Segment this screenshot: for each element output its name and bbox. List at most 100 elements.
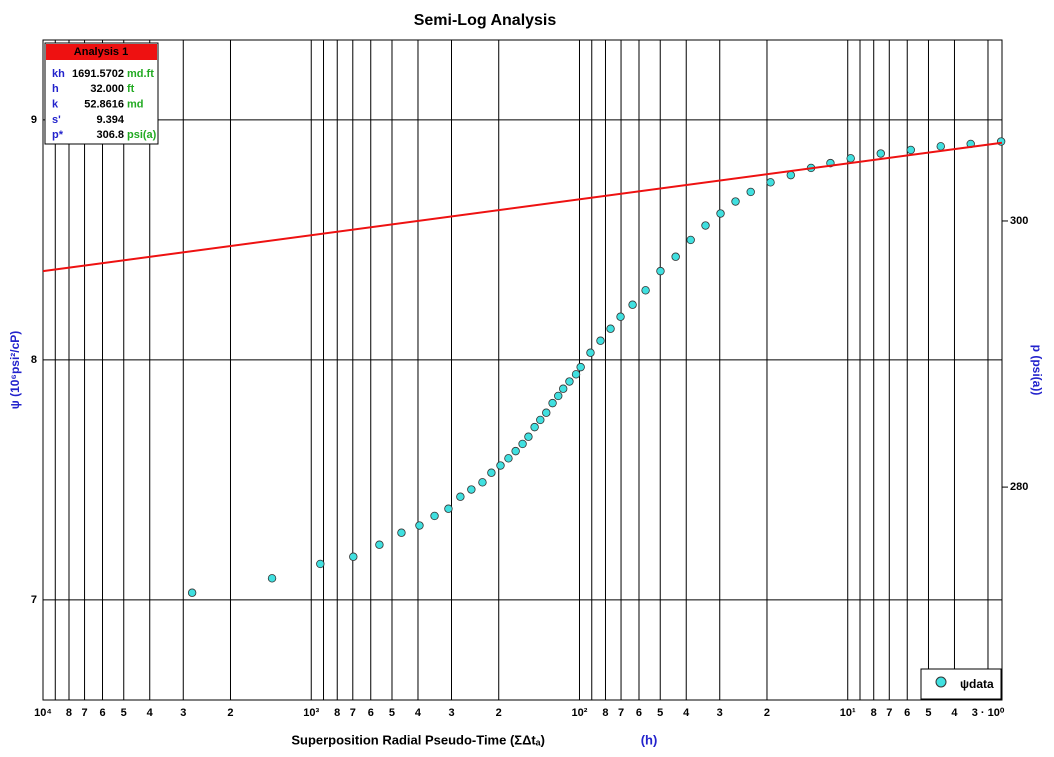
data-point [628, 300, 637, 309]
y-axis-title: ψ (10⁶psi²/cP) [8, 331, 22, 410]
data-point [456, 492, 465, 501]
y-tick-label: 7 [31, 594, 37, 606]
x-axis-unit: (h) [641, 732, 658, 747]
data-point [906, 145, 915, 155]
plot-frame [42, 39, 1003, 701]
legend-frame [920, 668, 1002, 700]
y-tick-label: 9 [31, 114, 37, 126]
x-tick-label: 8 [871, 707, 877, 719]
data-point [846, 154, 855, 163]
x-tick-label: 2 [496, 707, 502, 719]
x-tick-label: 8 [334, 707, 340, 719]
x-tick-label: 4 [951, 707, 958, 719]
data-point [586, 348, 595, 357]
param-unit: psi(a) [127, 129, 157, 141]
param-value: 32.000 [90, 83, 124, 95]
data-point [876, 149, 885, 158]
x-tick-label: 3 [717, 707, 723, 719]
y2-tick-label: 280 [1010, 481, 1028, 493]
data-point [548, 398, 557, 408]
x-tick-label: 3 [180, 707, 186, 719]
param-value: 1691.5702 [72, 68, 124, 80]
data-point [746, 187, 755, 197]
data-point [518, 439, 527, 449]
x-tick-label: 5 [657, 707, 663, 719]
param-unit: ft [127, 83, 135, 95]
data-point [936, 142, 945, 151]
data-point [554, 391, 563, 401]
data-point [511, 446, 520, 456]
x-tick-label: 5 [389, 707, 395, 719]
param-name: p* [52, 129, 64, 141]
data-point [267, 574, 277, 583]
x-tick-label: 3 · 10⁰ [972, 707, 1005, 719]
param-name: s' [52, 114, 61, 126]
data-point [641, 286, 650, 295]
y-tick-label: 8 [31, 354, 37, 366]
data-point [701, 221, 710, 230]
param-value: 306.8 [96, 129, 124, 141]
x-tick-label: 7 [886, 707, 892, 719]
x-tick-label: 3 [448, 707, 454, 719]
data-point [496, 461, 505, 470]
x-axis-title: Superposition Radial Pseudo-Time (ΣΔtₐ) [291, 732, 545, 747]
data-point [542, 408, 551, 417]
x-tick-label: 7 [350, 707, 356, 719]
data-point [430, 511, 439, 521]
data-point [536, 415, 545, 425]
data-point [576, 362, 585, 372]
data-point [504, 454, 513, 463]
x-tick-label: 7 [81, 707, 87, 719]
data-point [656, 266, 665, 276]
param-value: 9.394 [96, 114, 124, 126]
legend: ψdata [920, 668, 1002, 700]
legend-label: ψdata [960, 677, 994, 691]
x-tick-label: 4 [683, 707, 690, 719]
data-point [716, 209, 725, 218]
param-name: kh [52, 68, 65, 80]
data-point [375, 540, 384, 549]
param-unit: md.ft [127, 68, 154, 80]
param-value: 52.8616 [84, 99, 124, 111]
x-tick-label: 5 [925, 707, 931, 719]
data-point [524, 432, 533, 441]
data-point [397, 528, 406, 537]
x-tick-label: 8 [66, 707, 72, 719]
x-tick-label: 8 [602, 707, 608, 719]
legend-marker [935, 676, 947, 688]
data-point [596, 336, 605, 345]
x-tick-label: 10¹ [840, 707, 856, 719]
data-point [487, 468, 496, 477]
data-point [686, 235, 695, 245]
x-tick-label: 6 [368, 707, 374, 719]
x-tick-label: 10³ [303, 707, 319, 719]
data-point [444, 504, 453, 513]
box-header [46, 44, 157, 60]
x-tick-label: 2 [227, 707, 233, 719]
x-tick-label: 4 [415, 707, 422, 719]
data-point [478, 478, 487, 487]
analysis-line [42, 141, 1003, 273]
x-tick-label: 10² [572, 707, 588, 719]
y2-tick-label: 300 [1010, 215, 1028, 227]
param-name: k [52, 99, 59, 111]
data-point [766, 178, 775, 187]
x-tick-label: 2 [764, 707, 770, 719]
data-point [731, 197, 740, 206]
data-point [671, 252, 680, 261]
chart-title: Semi-Log Analysis [414, 12, 557, 29]
data-point [530, 422, 539, 432]
data-point [786, 170, 796, 180]
param-name: h [52, 83, 59, 95]
y2-axis-title: p (psi(a)) [1030, 345, 1044, 396]
param-unit: md [127, 99, 144, 111]
data-point [316, 559, 325, 569]
analysis-box: Analysis 1 kh 1691.5702 md.ft h 32.000 ft k 52.… [44, 42, 159, 145]
data-point [467, 485, 476, 494]
box-title: Analysis 1 [74, 46, 128, 58]
x-tick-label: 6 [99, 707, 105, 719]
x-tick-label: 5 [121, 707, 127, 719]
data-point [559, 384, 568, 393]
data-point [349, 552, 358, 561]
